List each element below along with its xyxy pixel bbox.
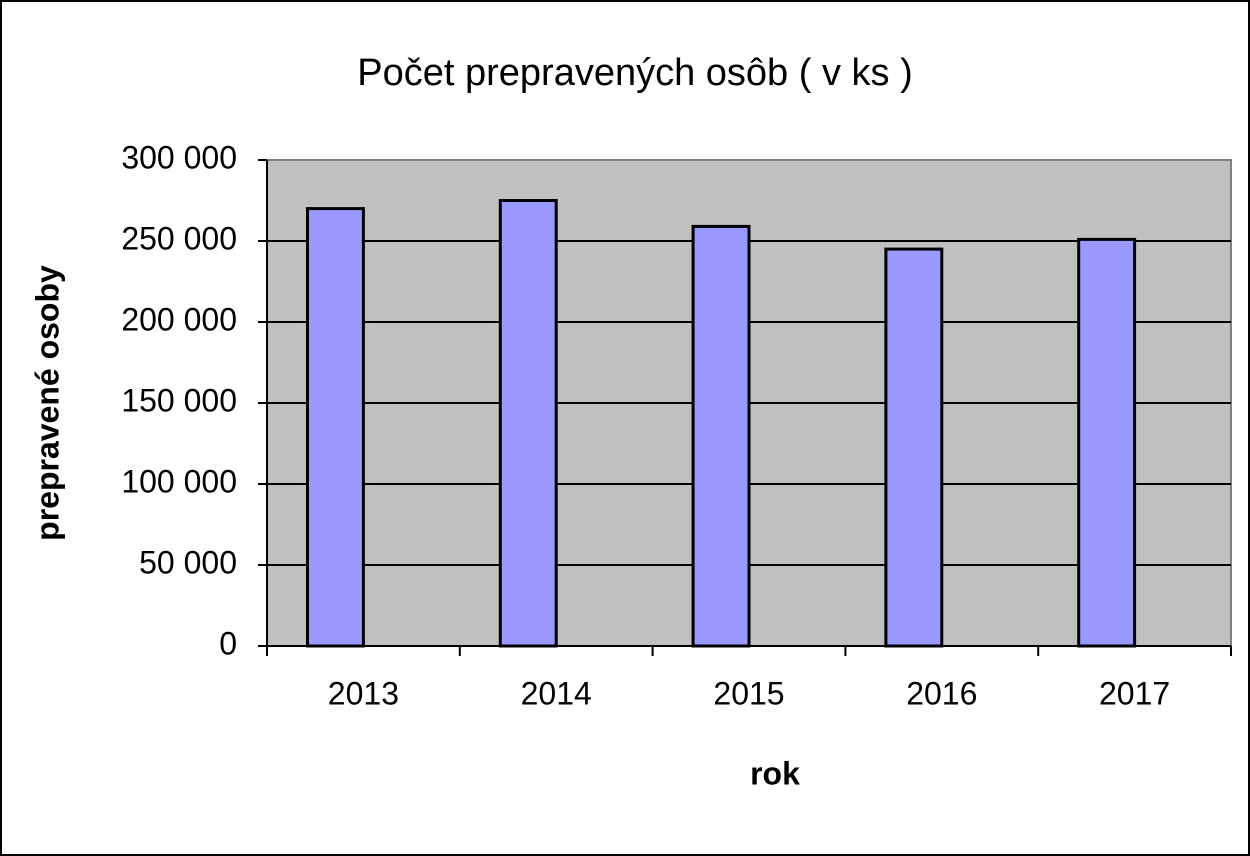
bar [1077,237,1137,648]
x-tick-label: 2017 [1099,675,1170,711]
y-tick-label: 200 000 [121,301,237,337]
y-tick-label: 100 000 [121,463,237,499]
bar [498,199,558,648]
x-tick-label: 2016 [906,675,977,711]
x-tick-label: 2014 [521,675,592,711]
x-tick-label: 2015 [713,675,784,711]
y-tick-label: 150 000 [121,382,237,418]
y-tick-label: 300 000 [121,139,237,175]
y-axis-label: prepravené osoby [29,265,65,541]
bar [691,224,751,648]
y-tick-label: 250 000 [121,220,237,256]
x-tick-label: 2013 [328,675,399,711]
y-tick-label: 50 000 [139,544,237,580]
chart-title: Počet prepravených osôb ( v ks ) [357,52,912,94]
y-tick-label: 0 [219,625,237,661]
bar [884,247,944,648]
bar [305,207,365,648]
x-axis-label: rok [750,755,800,791]
